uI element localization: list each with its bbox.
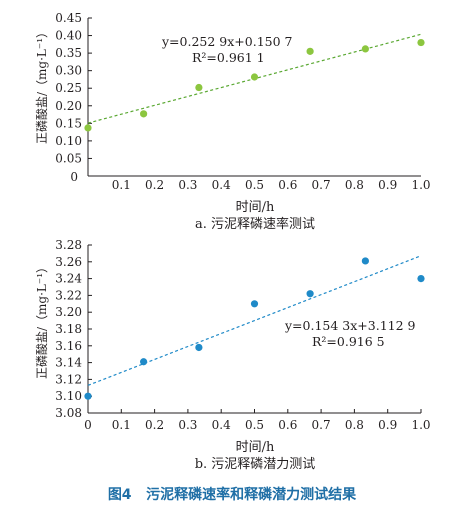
- panel-a-x-tick-label: 1.0: [411, 178, 430, 192]
- panel-a-y-tick-label: 0.45: [55, 11, 82, 25]
- figure-caption: 图4 污泥释磷速率和释磷潜力测试结果: [108, 486, 357, 503]
- panel-b-data-point: [417, 275, 425, 283]
- panel-b-data-point: [361, 257, 369, 265]
- panel-a-r2: R²=0.961 1: [192, 50, 265, 65]
- panel-a-y-tick-label: 0.20: [55, 99, 82, 113]
- panel-a-x-tick-label: 0.2: [145, 178, 164, 192]
- panel-a-ylabel: 正磷酸盐/（mg·L⁻¹）: [34, 26, 49, 144]
- panel-b-x-tick-label: 0.9: [378, 418, 397, 432]
- panel-a-caption: a. 污泥释磷速率测试: [195, 216, 315, 232]
- panel-b-x-tick-label: 0.3: [178, 418, 197, 432]
- panel-a-y-tick-label: 0.05: [55, 151, 82, 165]
- panel-b-data-point: [195, 343, 203, 352]
- panel-b-x-tick-label: 0.8: [345, 418, 364, 432]
- panel-a-x-tick-label: 0.8: [345, 178, 364, 192]
- panel-b-caption: b. 污泥释磷潜力测试: [195, 457, 316, 472]
- panel-b-data-point: [250, 300, 259, 308]
- panel-a-origin-label: 0: [70, 170, 78, 184]
- panel-b-x-tick-label: 0.4: [212, 418, 231, 432]
- panel-a-x-tick-label: 0.7: [312, 178, 331, 192]
- panel-b-y-tick-label: 3.16: [55, 339, 82, 353]
- panel-a-x-tick-label: 0.3: [178, 178, 197, 192]
- panel-a-xlabel: 时间/h: [236, 200, 275, 215]
- panel-a-x-tick-label: 0.1: [112, 178, 131, 192]
- panel-a-x-tick-label: 0.5: [245, 178, 264, 192]
- panel-a-data-point: [417, 38, 425, 47]
- panel-b-y-tick-label: 3.22: [55, 288, 82, 302]
- panel-a-data-point: [140, 110, 148, 118]
- panel-a-x-tick-label: 0.6: [278, 178, 297, 192]
- panel-a-y-tick-label: 0.40: [55, 29, 82, 43]
- panel-b-x-tick-label: 0: [84, 418, 92, 432]
- panel-a-data-point: [250, 73, 259, 81]
- panel-b-x-tick-label: 0.6: [278, 418, 297, 432]
- panel-b-data-point: [140, 358, 148, 366]
- panel-b-y-tick-label: 3.08: [55, 406, 82, 420]
- panel-a-equation: y=0.252 9x+0.150 7: [161, 34, 293, 49]
- panel-a-data-point: [306, 47, 314, 55]
- panel-a-x-tick-label: 0.4: [212, 178, 231, 192]
- panel-b-y-tick-label: 3.12: [55, 372, 82, 386]
- panel-b-y-tick-label: 3.20: [55, 305, 82, 319]
- panel-b-data-point: [84, 392, 92, 400]
- panel-b-equation: y=0.154 3x+3.112 9: [284, 318, 416, 333]
- panel-a-data-point: [84, 124, 92, 132]
- panel-b-x-tick-label: 0.2: [145, 418, 164, 432]
- panel-b-x-tick-label: 0.5: [245, 418, 264, 432]
- panel-b-y-tick-label: 3.10: [55, 389, 82, 403]
- panel-b-ylabel: 正磷酸盐/（mg·L⁻¹）: [34, 261, 49, 379]
- panel-b-r2: R²=0.916 5: [312, 334, 385, 349]
- panel-b-xlabel: 时间/h: [236, 440, 275, 455]
- panel-b-trendline: [87, 255, 422, 386]
- panel-b-data-point: [306, 290, 314, 298]
- panel-b-y-tick-label: 3.18: [55, 322, 82, 336]
- panel-b-y-tick-label: 3.14: [55, 356, 82, 370]
- panel-b-y-tick-label: 3.26: [55, 255, 82, 269]
- panel-b-chart: 正磷酸盐/（mg·L⁻¹） 时间/h b. 污泥释磷潜力测试 y=0.154 3…: [34, 238, 431, 472]
- panel-b-x-tick-label: 0.7: [312, 418, 331, 432]
- panel-b-x-tick-label: 0.1: [112, 418, 131, 432]
- panel-b-x-tick-label: 1.0: [411, 418, 430, 432]
- panel-a-chart: 正磷酸盐/（mg·L⁻¹） 时间/h a. 污泥释磷速率测试 0 y=0.252…: [34, 11, 431, 232]
- panel-a-data-point: [195, 83, 203, 92]
- panel-b-y-tick-label: 3.24: [55, 272, 82, 286]
- panel-b-y-tick-label: 3.28: [55, 238, 82, 252]
- panel-a-y-tick-label: 0.10: [55, 134, 82, 148]
- panel-a-y-tick-label: 0.25: [55, 81, 82, 95]
- panel-a-y-tick-label: 0.15: [55, 116, 82, 130]
- panel-a-x-tick-label: 0.9: [378, 178, 397, 192]
- panel-a-data-point: [361, 45, 369, 53]
- panel-a-y-tick-label: 0.30: [55, 64, 82, 78]
- panel-a-y-tick-label: 0.35: [55, 46, 82, 60]
